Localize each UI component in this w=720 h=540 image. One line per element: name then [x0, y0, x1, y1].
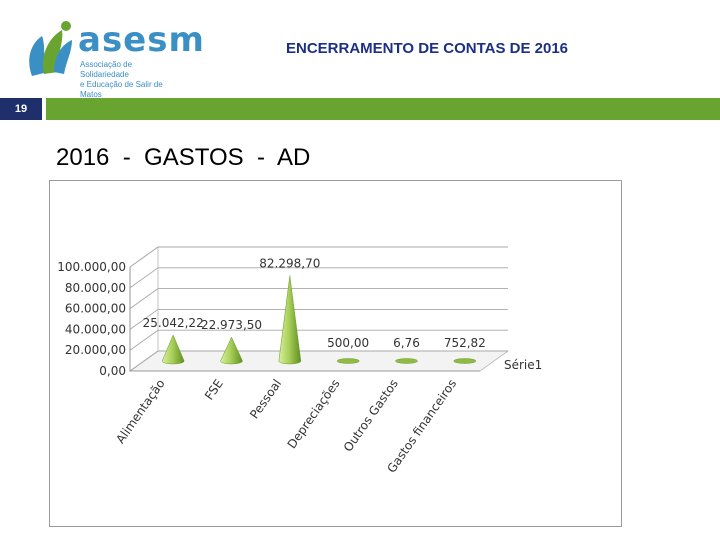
chart-side-wall [129, 246, 159, 372]
category-label: Depreciações [285, 377, 343, 452]
header-green-bar [46, 98, 720, 120]
category-label: Outros Gastos [341, 377, 401, 455]
y-tick-label: 80.000,00 [65, 281, 126, 295]
chart-frame: 0,00 20.000,00 40.000,00 60.000,00 80.000,00… [49, 180, 622, 527]
gridline [129, 329, 508, 351]
logo-subtitle-line1: Associação de Solidariedade [80, 60, 133, 79]
category-label: FSE [202, 377, 226, 403]
bar-cone [161, 334, 185, 365]
y-tick-label: 60.000,00 [65, 302, 126, 316]
gridline [129, 288, 508, 309]
y-tick-label: 0,00 [99, 364, 126, 378]
gridline [129, 267, 508, 289]
logo-name: asesm [78, 20, 205, 60]
bar-cone [220, 336, 243, 365]
data-label: 6,76 [393, 336, 420, 350]
page-number-badge: 19 [0, 98, 42, 120]
data-label: 500,00 [327, 336, 369, 350]
hands-logo-icon [29, 21, 72, 76]
gridline [129, 350, 508, 372]
y-tick-label: 100.000,00 [57, 260, 126, 274]
logo: asesm Associação de Solidariedade e Educ… [24, 16, 204, 99]
y-tick-label: 20.000,00 [65, 343, 126, 357]
category-label: Pessoal [247, 377, 284, 422]
logo-subtitle-line2: e Educação de Salir de Matos [80, 80, 163, 99]
data-label: 25.042,22 [143, 316, 204, 330]
gridline [129, 308, 508, 330]
bar-cone [336, 358, 360, 364]
bar-cone [453, 358, 477, 364]
header-title: ENCERRAMENTO DE CONTAS DE 2016 [286, 40, 568, 57]
bar-cone [395, 358, 418, 364]
data-label: 22.973,50 [201, 318, 262, 332]
legend-series-label: Série1 [504, 358, 542, 372]
category-label: Alimentação [113, 377, 167, 446]
data-label: 82.298,70 [259, 256, 320, 270]
y-tick-label: 40.000,00 [65, 322, 126, 336]
chart-svg: 0,00 20.000,00 40.000,00 60.000,00 80.000,00… [57, 246, 542, 475]
chart-floor [128, 350, 510, 372]
slide-title: 2016 - GASTOS - AD [56, 144, 311, 171]
gridline [129, 246, 508, 268]
data-label: 752,82 [444, 336, 486, 350]
bar-cone [278, 275, 302, 365]
logo-subtitle: Associação de Solidariedade e Educação d… [80, 60, 180, 100]
